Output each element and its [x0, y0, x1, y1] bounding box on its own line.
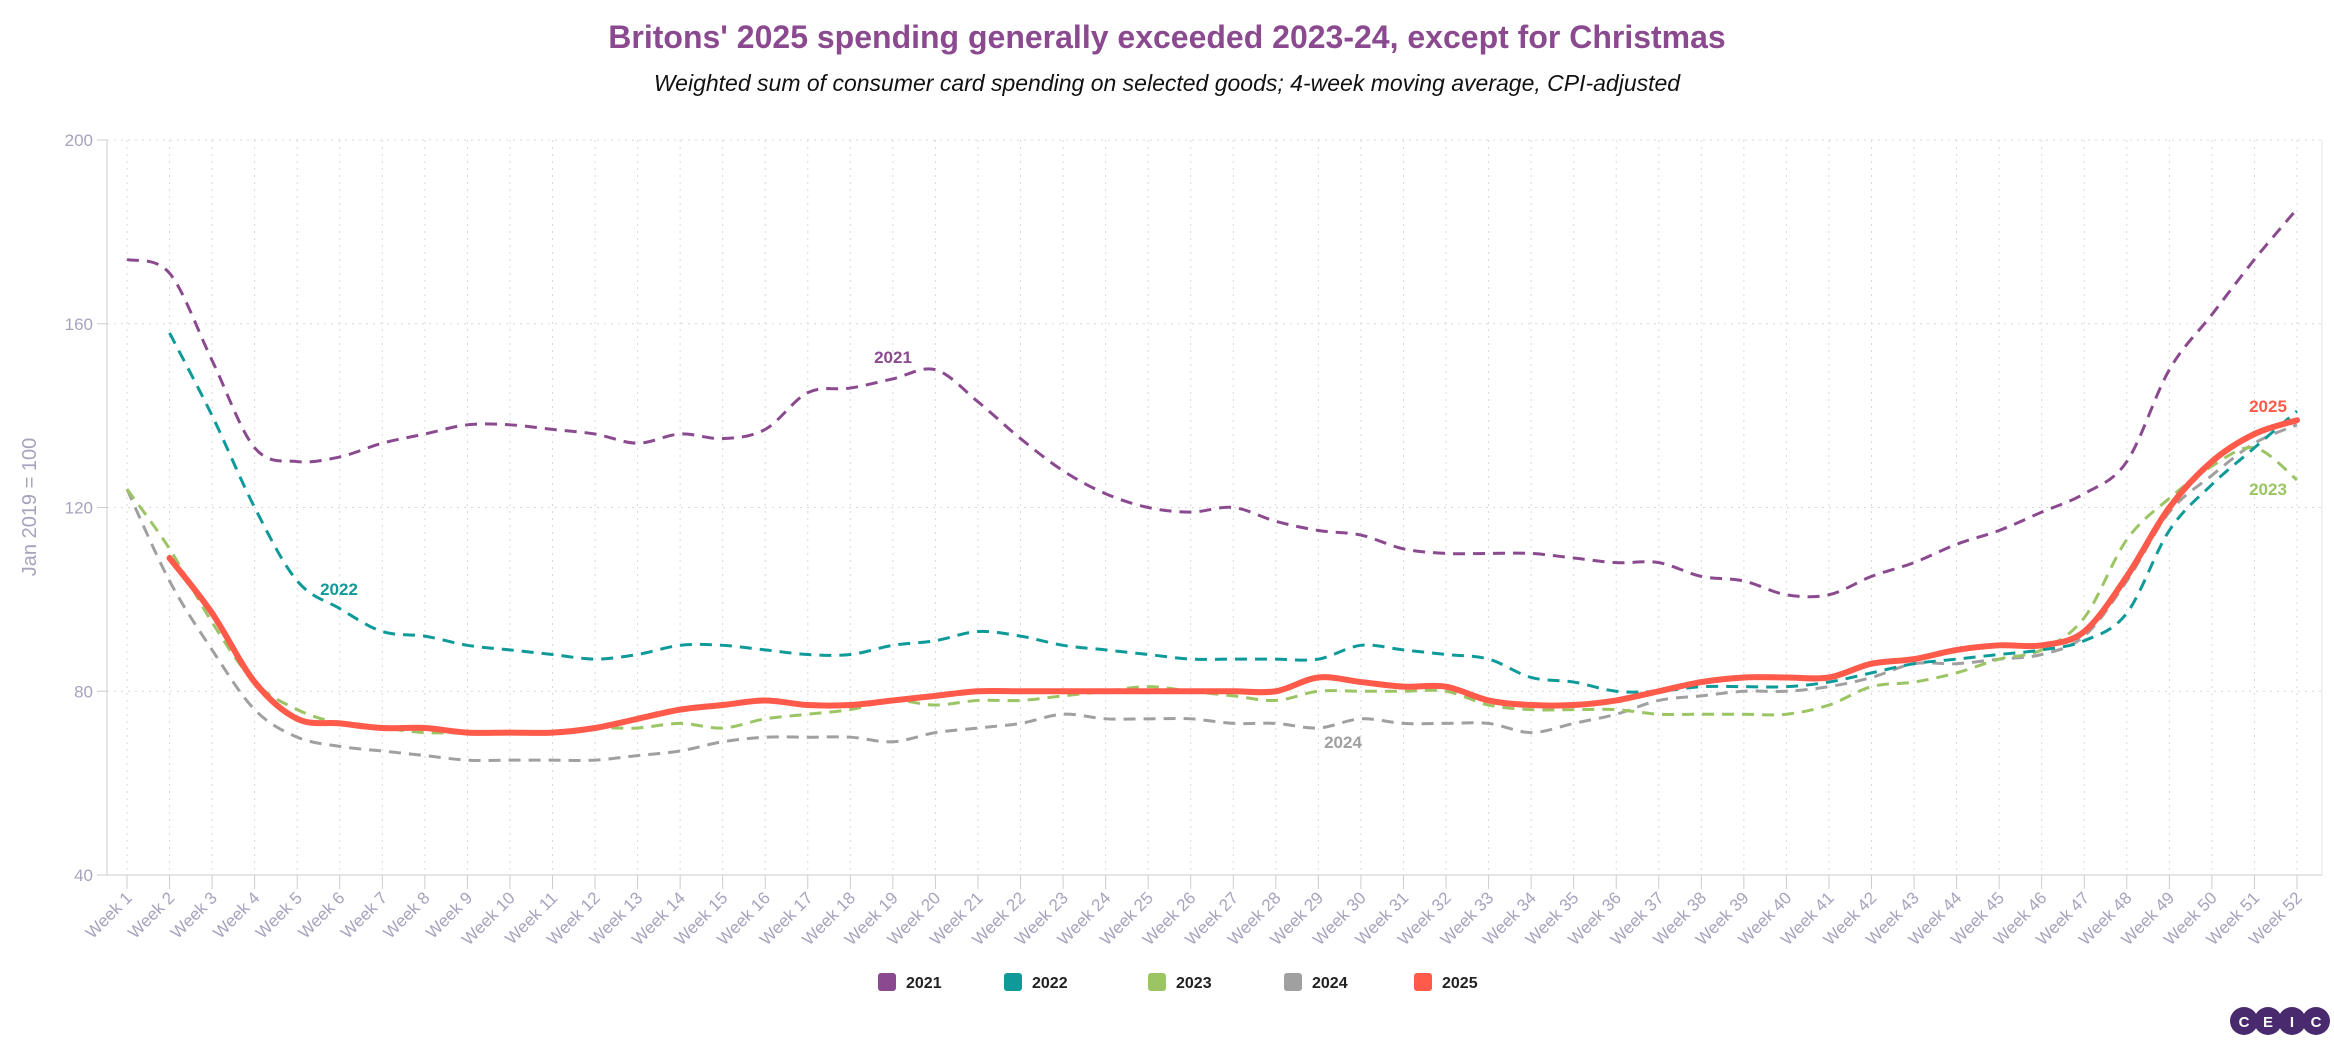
x-tick-label: Week 7	[337, 888, 391, 942]
legend-label: 2024	[1312, 975, 1348, 992]
x-tick-label: Week 4	[210, 888, 264, 942]
annotation-2021: 2021	[874, 348, 912, 367]
logo-letter: I	[2290, 1014, 2294, 1031]
annotations: 2021 2022 2024 2025 2023	[320, 348, 2287, 752]
x-tick-label: Week 3	[167, 888, 221, 942]
x-tick-label: Week 8	[380, 888, 434, 942]
legend: 2021 2022 2023 2024 2025	[878, 973, 1478, 992]
legend-swatch	[1004, 973, 1022, 991]
annotation-2023: 2023	[2249, 480, 2287, 499]
logo-letter: C	[2239, 1014, 2250, 1031]
annotation-2025: 2025	[2249, 397, 2287, 416]
logo-circle	[2230, 1007, 2258, 1035]
logo-circle	[2278, 1007, 2306, 1035]
x-tick-label: Week 5	[252, 888, 306, 942]
logo-letter: C	[2311, 1014, 2322, 1031]
legend-label: 2021	[906, 975, 942, 992]
legend-swatch	[1284, 973, 1302, 991]
logo-circle	[2302, 1007, 2330, 1035]
y-axis-label: Jan 2019 = 100	[19, 438, 41, 576]
x-tick-label: Week 6	[295, 888, 349, 942]
chart-title: Britons' 2025 spending generally exceede…	[608, 19, 1725, 55]
series-lines	[125, 207, 2300, 762]
y-tick-label: 200	[65, 131, 93, 150]
legend-label: 2025	[1442, 975, 1478, 992]
y-tick-label: 40	[74, 866, 93, 885]
legend-item-2024: 2024	[1284, 973, 1348, 992]
legend-item-2023: 2023	[1148, 973, 1212, 992]
legend-item-2022: 2022	[1004, 973, 1068, 992]
y-tick-label: 120	[65, 499, 93, 518]
legend-item-2025: 2025	[1414, 973, 1478, 992]
logo-circle	[2254, 1007, 2282, 1035]
y-tick-label: 160	[65, 315, 93, 334]
legend-swatch	[878, 973, 896, 991]
legend-swatch	[1148, 973, 1166, 991]
gridlines	[107, 139, 2322, 875]
annotation-2024: 2024	[1324, 733, 1362, 752]
annotation-2022: 2022	[320, 580, 358, 599]
logo-letter: E	[2263, 1014, 2273, 1031]
legend-swatch	[1414, 973, 1432, 991]
legend-label: 2022	[1032, 975, 1068, 992]
y-tick-label: 80	[74, 682, 93, 701]
legend-label: 2023	[1176, 975, 1212, 992]
x-tick-label: Week 1	[82, 888, 136, 942]
x-tick-label: Week 2	[124, 888, 178, 942]
series-line-2021	[126, 207, 2299, 599]
series-line-2024	[125, 423, 2298, 762]
series-line-2022	[168, 332, 2298, 694]
series-line-2025	[166, 417, 2300, 736]
chart-subtitle: Weighted sum of consumer card spending o…	[654, 70, 1681, 96]
legend-item-2021: 2021	[878, 973, 942, 992]
